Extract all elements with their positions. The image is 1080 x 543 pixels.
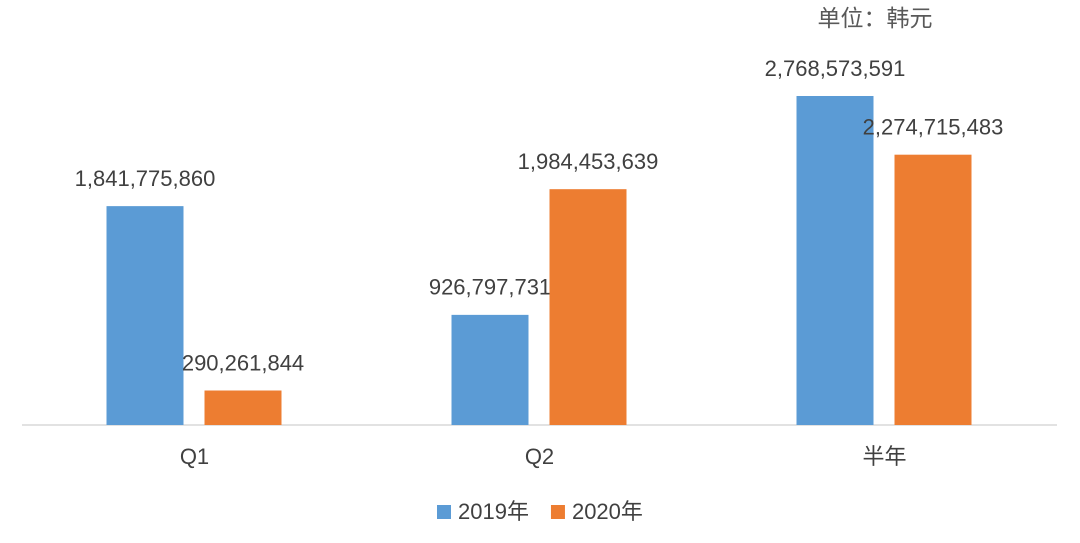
bar xyxy=(549,189,627,425)
legend-swatch xyxy=(550,505,565,519)
bar xyxy=(894,154,972,425)
value-label: 1,984,453,639 xyxy=(518,149,659,174)
value-label: 290,261,844 xyxy=(182,350,304,375)
legend-label: 2020年 xyxy=(572,499,643,524)
value-label: 1,841,775,860 xyxy=(75,166,216,191)
bar xyxy=(796,96,874,426)
bar xyxy=(106,206,184,425)
legend-swatch xyxy=(437,505,451,519)
bar xyxy=(451,314,529,425)
x-tick-label: 半年 xyxy=(862,444,906,469)
value-label: 926,797,731 xyxy=(429,275,551,300)
bar xyxy=(204,390,282,425)
value-label: 2,768,573,591 xyxy=(765,56,906,81)
x-tick-label: Q1 xyxy=(180,444,209,469)
x-tick-label: Q2 xyxy=(525,444,554,469)
value-label: 2,274,715,483 xyxy=(863,115,1004,140)
unit-note: 单位：韩元 xyxy=(818,6,933,32)
legend-label: 2019年 xyxy=(458,499,529,524)
